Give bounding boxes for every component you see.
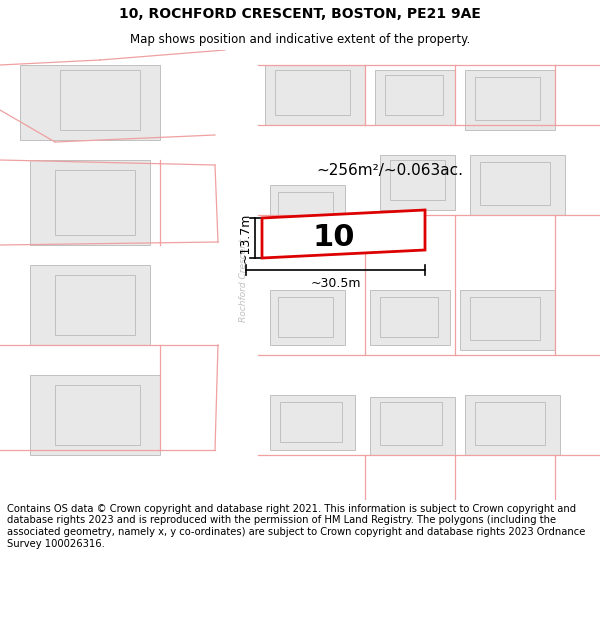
Bar	[380, 297, 438, 337]
Bar	[475, 402, 545, 445]
Polygon shape	[262, 210, 425, 258]
Text: Contains OS data © Crown copyright and database right 2021. This information is : Contains OS data © Crown copyright and d…	[7, 504, 586, 549]
Bar	[470, 297, 540, 340]
Bar	[275, 70, 350, 115]
Polygon shape	[218, 50, 258, 500]
Bar	[465, 395, 560, 455]
Bar	[20, 65, 160, 140]
Bar	[370, 397, 455, 455]
Bar	[385, 75, 443, 115]
Bar	[55, 385, 140, 445]
Bar	[270, 395, 355, 450]
Bar	[60, 70, 140, 130]
Bar	[470, 155, 565, 215]
Bar	[278, 297, 333, 337]
Text: Rochford Crescent: Rochford Crescent	[239, 238, 248, 322]
Bar	[30, 265, 150, 345]
Bar	[30, 375, 160, 455]
Bar	[55, 170, 135, 235]
Text: Map shows position and indicative extent of the property.: Map shows position and indicative extent…	[130, 32, 470, 46]
Text: 10: 10	[312, 224, 355, 253]
Text: ~256m²/~0.063ac.: ~256m²/~0.063ac.	[317, 162, 464, 177]
Bar	[390, 160, 445, 200]
Bar	[270, 290, 345, 345]
Text: 10, ROCHFORD CRESCENT, BOSTON, PE21 9AE: 10, ROCHFORD CRESCENT, BOSTON, PE21 9AE	[119, 7, 481, 21]
Bar	[380, 155, 455, 210]
Bar	[475, 77, 540, 120]
Text: ~30.5m: ~30.5m	[310, 277, 361, 290]
Bar	[460, 290, 555, 350]
Bar	[375, 70, 455, 125]
Bar	[265, 65, 365, 125]
Bar	[465, 70, 555, 130]
Bar	[380, 402, 442, 445]
Bar	[480, 162, 550, 205]
Bar	[270, 185, 345, 235]
Bar	[30, 160, 150, 245]
Bar	[370, 290, 450, 345]
Bar	[55, 275, 135, 335]
Bar	[278, 192, 333, 228]
Text: ~13.7m: ~13.7m	[239, 213, 252, 263]
Bar	[280, 402, 342, 442]
